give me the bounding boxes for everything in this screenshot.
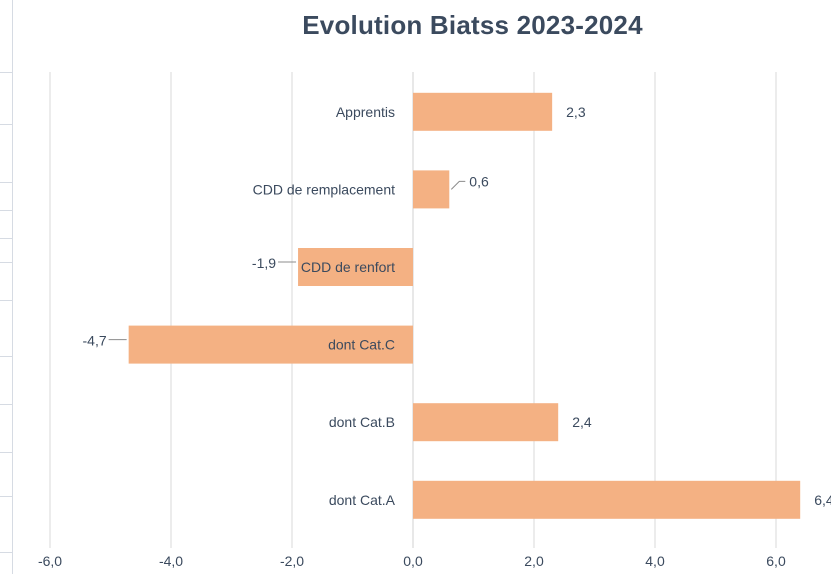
data-label: 0,6 bbox=[469, 173, 489, 189]
bar bbox=[298, 248, 413, 286]
sheet-left-border bbox=[0, 0, 13, 574]
bars bbox=[128, 92, 801, 519]
data-label: -4,7 bbox=[83, 333, 107, 349]
category-label: dont Cat.B bbox=[329, 414, 395, 430]
x-tick-label: 6,0 bbox=[766, 553, 786, 569]
bar bbox=[413, 92, 553, 131]
chart-title: Evolution Biatss 2023-2024 bbox=[302, 10, 643, 40]
bar bbox=[413, 170, 450, 209]
gridlines bbox=[49, 72, 777, 548]
sheet-row-divider bbox=[0, 182, 12, 183]
category-label: CDD de renfort bbox=[301, 259, 395, 275]
data-label: 2,3 bbox=[566, 104, 586, 120]
data-label: -1,9 bbox=[252, 255, 276, 271]
sheet-row-divider bbox=[0, 300, 12, 301]
labels: -6,0 -4,0 -2,0 0,0 2,0 4,0 6,0 Apprentis 2,3 CDD … bbox=[38, 104, 831, 569]
category-label: dont Cat.C bbox=[328, 337, 395, 353]
sheet-row-divider bbox=[0, 124, 12, 125]
sheet-row-divider bbox=[0, 552, 12, 553]
sheet-row-divider bbox=[0, 404, 12, 405]
data-label: 2,4 bbox=[572, 414, 592, 430]
bar bbox=[413, 403, 559, 442]
category-label: dont Cat.A bbox=[329, 492, 396, 508]
sheet-row-divider bbox=[0, 262, 12, 263]
category-label: CDD de remplacement bbox=[253, 181, 395, 197]
x-tick-label: 2,0 bbox=[524, 553, 544, 569]
x-tick-label: -6,0 bbox=[38, 553, 62, 569]
x-tick-label: -2,0 bbox=[280, 553, 304, 569]
bar bbox=[128, 325, 413, 364]
sheet-row-divider bbox=[0, 452, 12, 453]
sheet-row-divider bbox=[0, 210, 12, 211]
data-label: 6,4 bbox=[814, 492, 831, 508]
data-label-leader bbox=[450, 180, 466, 190]
sheet-row-divider bbox=[0, 496, 12, 497]
category-label: Apprentis bbox=[336, 104, 395, 120]
bar bbox=[413, 480, 801, 519]
x-tick-label: -4,0 bbox=[159, 553, 183, 569]
sheet-row-divider bbox=[0, 356, 12, 357]
x-tick-label: 0,0 bbox=[403, 553, 423, 569]
sheet-row-divider bbox=[0, 238, 12, 239]
sheet-row-divider bbox=[0, 72, 12, 73]
x-tick-label: 4,0 bbox=[645, 553, 665, 569]
